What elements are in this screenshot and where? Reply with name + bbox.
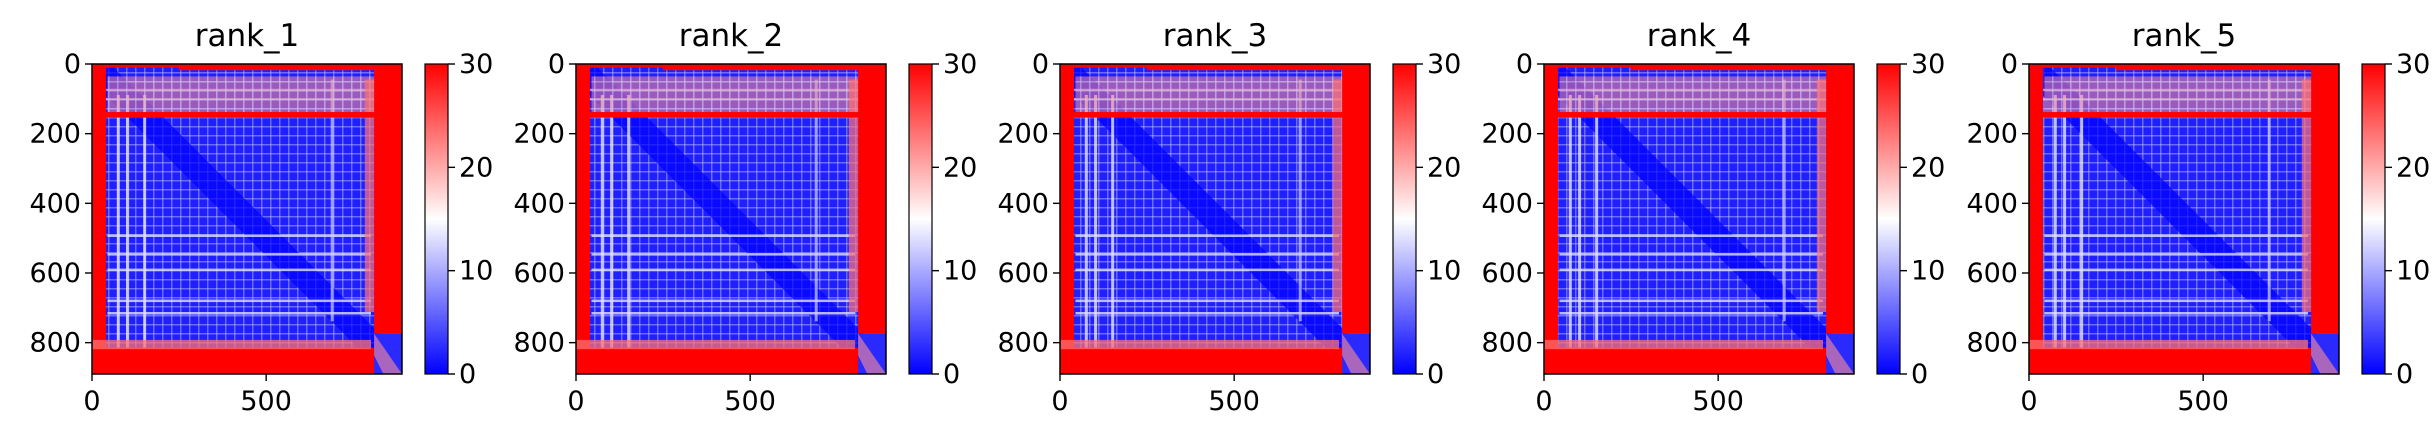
y-tick-label: 400	[1966, 188, 2018, 219]
y-tick-label: 0	[64, 49, 81, 80]
y-tick-label: 600	[1966, 258, 2018, 289]
colorbar	[1393, 64, 1416, 374]
colorbar-tick-label: 10	[2396, 256, 2430, 287]
panel-title: rank_4	[1647, 18, 1752, 54]
colorbar-tick-label: 30	[943, 49, 977, 80]
y-tick-label: 0	[1516, 49, 1533, 80]
colorbar-tick-label: 0	[2396, 359, 2413, 390]
x-tick-label: 500	[2177, 386, 2229, 417]
axes-frame	[91, 63, 403, 375]
y-tick-label: 800	[513, 328, 565, 359]
axes-frame	[1543, 63, 1855, 375]
heatmap-image	[576, 64, 886, 374]
colorbar-frame	[1876, 63, 1901, 375]
colorbar-tick-label: 10	[943, 256, 977, 287]
y-tick-label: 0	[548, 49, 565, 80]
colorbar-tick-label: 0	[1427, 359, 1444, 390]
colorbar	[2362, 64, 2385, 374]
y-tick-label: 800	[1966, 328, 2018, 359]
colorbar-tick-label: 20	[1911, 152, 1945, 183]
panel-title: rank_3	[1163, 18, 1268, 54]
x-tick-label: 500	[724, 386, 776, 417]
heatmap-image	[1544, 64, 1854, 374]
y-tick-label: 200	[1966, 119, 2018, 150]
x-tick-label: 0	[83, 386, 100, 417]
colorbar-frame	[424, 63, 449, 375]
y-tick-label: 800	[997, 328, 1049, 359]
colorbar-tick-label: 10	[1427, 256, 1461, 287]
panel-title: rank_5	[2132, 18, 2237, 54]
x-tick-label: 500	[240, 386, 292, 417]
colorbar-tick-label: 20	[2396, 152, 2430, 183]
y-tick-label: 400	[1481, 188, 1533, 219]
colorbar-frame	[1392, 63, 1417, 375]
y-tick-label: 200	[513, 119, 565, 150]
y-tick-label: 200	[997, 119, 1049, 150]
y-tick-label: 400	[997, 188, 1049, 219]
y-tick-label: 400	[513, 188, 565, 219]
x-tick-label: 500	[1208, 386, 1260, 417]
colorbar-tick-label: 0	[459, 359, 476, 390]
heatmap-image	[1060, 64, 1370, 374]
colorbar-tick-label: 30	[459, 49, 493, 80]
x-tick-label: 0	[1051, 386, 1068, 417]
colorbar-tick-label: 0	[1911, 359, 1928, 390]
colorbar-tick-label: 30	[1427, 49, 1461, 80]
x-tick-label: 0	[1535, 386, 1552, 417]
heatmap-image	[2029, 64, 2339, 374]
colorbar-tick-label: 30	[1911, 49, 1945, 80]
panel-title: rank_2	[679, 18, 784, 54]
heatmap-image	[92, 64, 402, 374]
y-tick-label: 200	[1481, 119, 1533, 150]
y-tick-label: 800	[29, 328, 81, 359]
x-tick-label: 500	[1692, 386, 1744, 417]
y-tick-label: 0	[2001, 49, 2018, 80]
colorbar	[909, 64, 932, 374]
y-tick-label: 600	[997, 258, 1049, 289]
axes-frame	[2028, 63, 2340, 375]
axes-frame	[1059, 63, 1371, 375]
colorbar	[1877, 64, 1900, 374]
y-tick-label: 200	[29, 119, 81, 150]
y-tick-label: 600	[29, 258, 81, 289]
y-tick-label: 600	[513, 258, 565, 289]
x-tick-label: 0	[2020, 386, 2037, 417]
colorbar	[425, 64, 448, 374]
y-tick-label: 400	[29, 188, 81, 219]
panel-title: rank_1	[195, 18, 300, 54]
y-tick-label: 800	[1481, 328, 1533, 359]
colorbar-tick-label: 30	[2396, 49, 2430, 80]
colorbar-tick-label: 20	[1427, 152, 1461, 183]
colorbar-tick-label: 10	[1911, 256, 1945, 287]
y-tick-label: 0	[1032, 49, 1049, 80]
colorbar-frame	[2361, 63, 2386, 375]
axes-frame	[575, 63, 887, 375]
colorbar-tick-label: 20	[459, 152, 493, 183]
x-tick-label: 0	[567, 386, 584, 417]
colorbar-tick-label: 0	[943, 359, 960, 390]
colorbar-tick-label: 10	[459, 256, 493, 287]
colorbar-tick-label: 20	[943, 152, 977, 183]
colorbar-frame	[908, 63, 933, 375]
y-tick-label: 600	[1481, 258, 1533, 289]
